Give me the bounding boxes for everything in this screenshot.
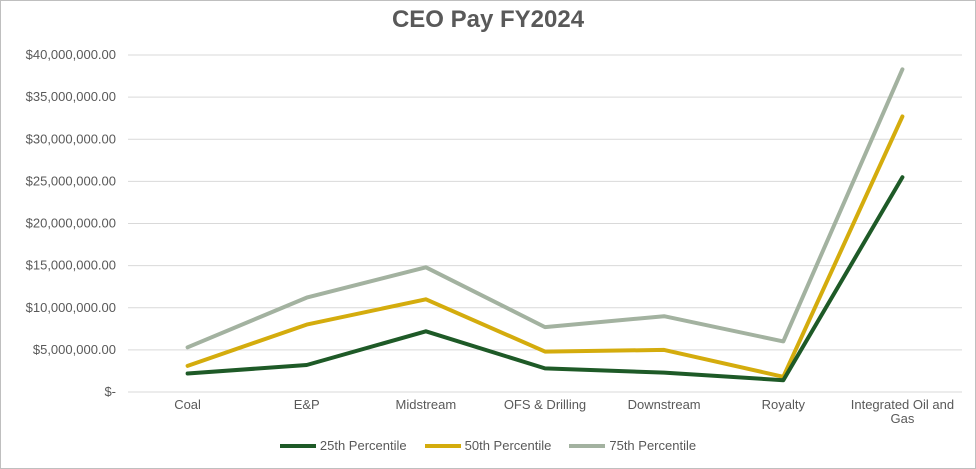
series-line-2 xyxy=(185,67,905,350)
legend-swatch-25th xyxy=(279,443,316,448)
x-tick-label-line: Royalty xyxy=(762,397,806,412)
x-tick-label-line: E&P xyxy=(294,397,320,412)
x-tick-label-line: OFS & Drilling xyxy=(504,397,586,412)
x-tick-label-line: Coal xyxy=(174,397,201,412)
y-tick-label: $35,000,000.00 xyxy=(26,89,116,104)
x-tick-label-line: Midstream xyxy=(396,397,457,412)
y-tick-label: $25,000,000.00 xyxy=(26,173,116,188)
x-tick-label: Coal xyxy=(174,397,201,412)
x-tick-label-line: Integrated Oil and xyxy=(851,397,954,412)
y-tick-label: $40,000,000.00 xyxy=(26,47,116,62)
legend-label-25th: 25th Percentile xyxy=(319,438,407,453)
series-lines xyxy=(185,67,905,383)
x-tick-label: Midstream xyxy=(396,397,457,412)
x-tick-label-line: Downstream xyxy=(628,397,701,412)
legend-item-25th: 25th Percentile xyxy=(279,438,407,453)
x-tick-label: Integrated Oil and Gas xyxy=(851,397,954,426)
legend-label-50th: 50th Percentile xyxy=(464,438,552,453)
legend-label-75th: 75th Percentile xyxy=(609,438,697,453)
x-tick-label: Royalty xyxy=(762,397,806,412)
y-tick-label: $5,000,000.00 xyxy=(33,342,116,357)
y-tick-label: $- xyxy=(104,384,116,399)
x-tick-label: Downstream xyxy=(628,397,701,412)
y-tick-label: $15,000,000.00 xyxy=(26,258,116,273)
chart-title: CEO Pay FY2024 xyxy=(391,6,585,33)
series-line-0 xyxy=(185,175,905,383)
y-tick-label: $30,000,000.00 xyxy=(26,131,116,146)
series-line-1 xyxy=(185,114,905,379)
legend: 25th Percentile 50th Percentile 75th Per… xyxy=(0,438,976,453)
legend-item-50th: 50th Percentile xyxy=(424,438,552,453)
y-axis-tick-labels: $- $5,000,000.00 $10,000,000.00 $15,000,000… xyxy=(26,47,116,399)
y-tick-label: $10,000,000.00 xyxy=(26,300,116,315)
y-tick-label: $20,000,000.00 xyxy=(26,216,116,231)
x-axis-tick-labels: Coal E&P Midstream OFS & Drilling Downstream… xyxy=(174,397,954,426)
x-tick-label-line: Gas xyxy=(891,411,915,426)
legend-swatch-50th xyxy=(424,443,461,448)
gridlines xyxy=(128,54,962,393)
x-tick-label: E&P xyxy=(294,397,320,412)
x-tick-label: OFS & Drilling xyxy=(504,397,586,412)
legend-item-75th: 75th Percentile xyxy=(569,438,696,453)
legend-swatch-75th xyxy=(569,443,606,448)
